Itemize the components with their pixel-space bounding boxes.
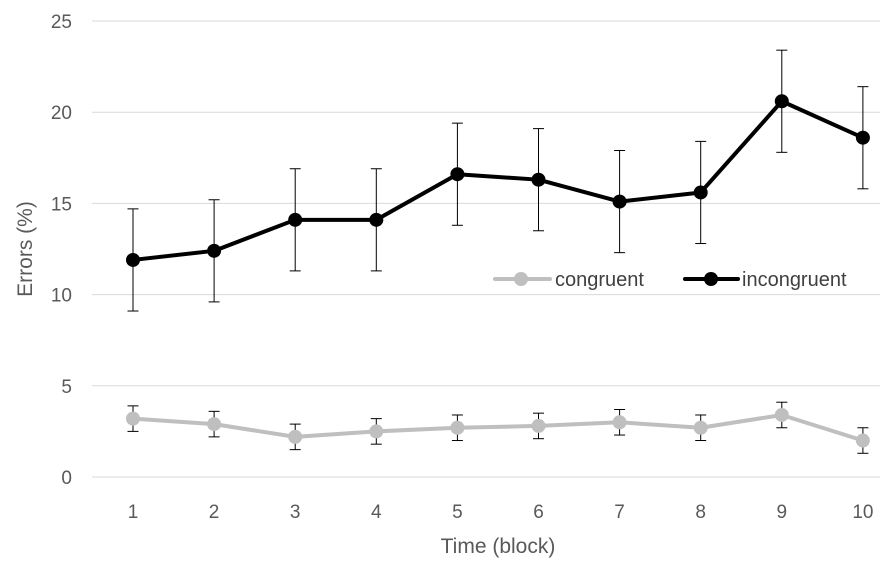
x-tick-label: 2 <box>209 502 220 523</box>
x-tick-labels: 1 2 3 4 5 6 7 8 9 10 <box>128 502 874 523</box>
data-point <box>207 243 222 258</box>
y-tick-label: 15 <box>51 194 72 215</box>
data-point <box>693 185 708 200</box>
series-line <box>131 412 865 443</box>
data-point <box>855 130 870 145</box>
data-point <box>369 212 384 227</box>
series-congruent <box>126 401 870 454</box>
gridlines <box>92 20 880 478</box>
legend: congruent incongruent <box>493 269 847 291</box>
legend-item-congruent: congruent <box>493 269 644 291</box>
y-tick-label: 20 <box>51 103 72 124</box>
x-tick-label: 8 <box>695 502 706 523</box>
x-tick-label: 6 <box>533 502 544 523</box>
x-tick-label: 1 <box>128 502 139 523</box>
y-tick-label: 10 <box>51 286 72 307</box>
data-point <box>774 407 789 422</box>
data-point <box>612 415 627 430</box>
data-point <box>450 167 465 182</box>
data-point <box>207 417 222 432</box>
x-tick-label: 7 <box>614 502 625 523</box>
legend-label: incongruent <box>742 269 847 291</box>
x-tick-label: 9 <box>777 502 788 523</box>
y-tick-label: 5 <box>61 377 72 398</box>
y-tick-labels: 0 5 10 15 20 25 <box>51 12 72 489</box>
legend-item-incongruent: incongruent <box>683 269 847 291</box>
x-tick-label: 3 <box>290 502 301 523</box>
series-incongruent <box>126 49 870 312</box>
series-layer <box>126 49 870 454</box>
legend-marker <box>514 272 528 286</box>
data-point <box>531 172 546 187</box>
data-point <box>288 212 303 227</box>
x-axis-title: Time (block) <box>441 535 556 558</box>
x-tick-label: 5 <box>452 502 463 523</box>
data-point <box>612 194 627 209</box>
y-axis-title: Errors (%) <box>14 201 37 297</box>
data-point <box>126 411 140 426</box>
y-tick-label: 25 <box>51 12 72 33</box>
data-point <box>288 429 303 444</box>
y-tick-label: 0 <box>61 468 72 489</box>
data-point <box>531 418 546 433</box>
data-point <box>369 424 384 439</box>
x-tick-label: 4 <box>371 502 382 523</box>
x-tick-label: 10 <box>852 502 873 523</box>
data-point <box>126 252 140 267</box>
data-point <box>774 94 789 109</box>
data-point <box>450 420 465 435</box>
data-point <box>693 420 708 435</box>
data-point <box>855 433 870 448</box>
series-line <box>131 99 865 262</box>
legend-marker <box>704 272 718 286</box>
legend-label: congruent <box>555 269 644 291</box>
